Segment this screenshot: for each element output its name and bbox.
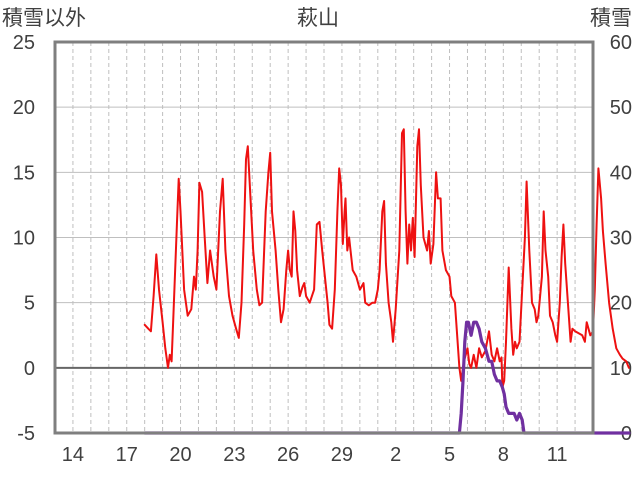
left-tick-label: 0 <box>24 358 35 380</box>
x-tick-label: 5 <box>444 444 455 466</box>
plot-frame <box>53 40 595 435</box>
x-tick-label: 26 <box>277 444 299 466</box>
left-tick-label: 25 <box>13 32 35 54</box>
right-tick-label: 10 <box>610 358 632 380</box>
left-tick-label: 20 <box>13 97 35 119</box>
left-tick-label: 5 <box>24 293 35 315</box>
left-tick-label: 15 <box>13 162 35 184</box>
right-tick-label: 30 <box>610 228 632 250</box>
x-tick-label: 23 <box>223 444 245 466</box>
x-tick-label: 29 <box>331 444 353 466</box>
x-tick-label: 17 <box>116 444 138 466</box>
left-axis-title: 積雪以外 <box>2 7 86 30</box>
series <box>143 128 631 435</box>
temperature-line <box>143 128 630 389</box>
x-tick-label: 8 <box>498 444 509 466</box>
left-tick-label: 10 <box>13 228 35 250</box>
right-axis-title: 積雪 <box>590 7 632 30</box>
x-tick-label: 11 <box>547 444 568 466</box>
right-tick-label: 50 <box>610 97 632 119</box>
right-tick-label: 60 <box>610 32 632 54</box>
right-tick-label: 20 <box>610 293 632 315</box>
x-tick-label: 20 <box>169 444 191 466</box>
grid <box>55 42 593 433</box>
right-tick-label: 40 <box>610 162 632 184</box>
chart-title: 萩山 <box>297 7 339 30</box>
snow-depth-line <box>143 320 631 435</box>
left-tick-label: -5 <box>17 423 35 445</box>
x-tick-label: 14 <box>62 444 84 466</box>
x-tick-label: 2 <box>390 444 401 466</box>
